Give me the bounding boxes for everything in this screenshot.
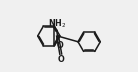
- Text: NH$_2$: NH$_2$: [48, 17, 66, 30]
- Text: O: O: [57, 41, 64, 50]
- Text: O: O: [57, 55, 64, 64]
